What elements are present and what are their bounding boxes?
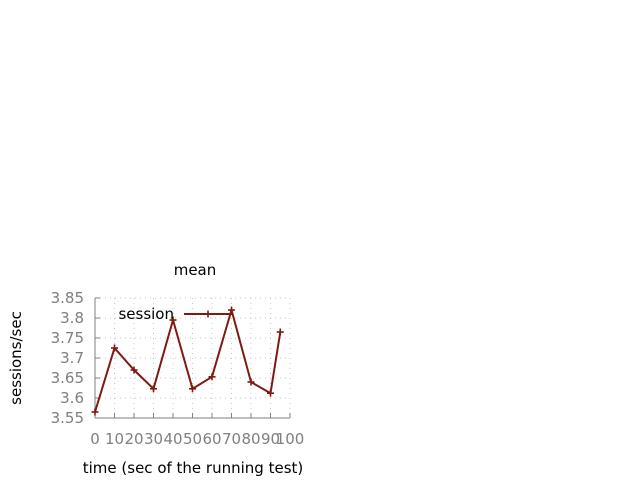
y-tick-label: 3.8 [60, 309, 84, 327]
x-tick-label: 60 [202, 430, 221, 448]
x-tick-label: 40 [163, 430, 182, 448]
y-axis-ticks: 3.55 3.6 3.65 3.7 3.75 3.8 3.85 [51, 289, 100, 427]
y-tick-label: 3.55 [51, 409, 84, 427]
data-point [267, 389, 274, 397]
data-point [228, 306, 235, 314]
data-point [111, 344, 118, 352]
legend: session [118, 305, 232, 323]
x-tick-label: 30 [144, 430, 163, 448]
y-tick-label: 3.7 [60, 349, 84, 367]
x-tick-label: 90 [261, 430, 280, 448]
data-point [247, 378, 255, 386]
x-tick-label: 10 [105, 430, 124, 448]
data-point [130, 366, 138, 374]
y-tick-label: 3.6 [60, 389, 84, 407]
series-line [94, 309, 282, 413]
plot-series [91, 306, 284, 416]
x-tick-label: 0 [90, 430, 100, 448]
x-tick-label: 20 [124, 430, 143, 448]
x-axis-label: time (sec of the running test) [83, 459, 304, 477]
data-point [276, 328, 284, 336]
data-point [208, 373, 216, 381]
x-tick-label: 50 [183, 430, 202, 448]
y-tick-label: 3.65 [51, 369, 84, 387]
data-point [169, 316, 177, 324]
x-tick-label: 70 [222, 430, 241, 448]
x-tick-label: 100 [276, 430, 305, 448]
chart-title: mean [174, 261, 217, 279]
y-tick-label: 3.85 [51, 289, 84, 307]
grid [94, 297, 291, 419]
y-tick-label: 3.75 [51, 329, 84, 347]
x-tick-label: 80 [241, 430, 260, 448]
y-axis-label: sessions/sec [7, 311, 25, 405]
data-point [91, 408, 99, 416]
data-point [189, 385, 196, 393]
data-point [150, 385, 157, 393]
legend-label: session [118, 305, 174, 323]
